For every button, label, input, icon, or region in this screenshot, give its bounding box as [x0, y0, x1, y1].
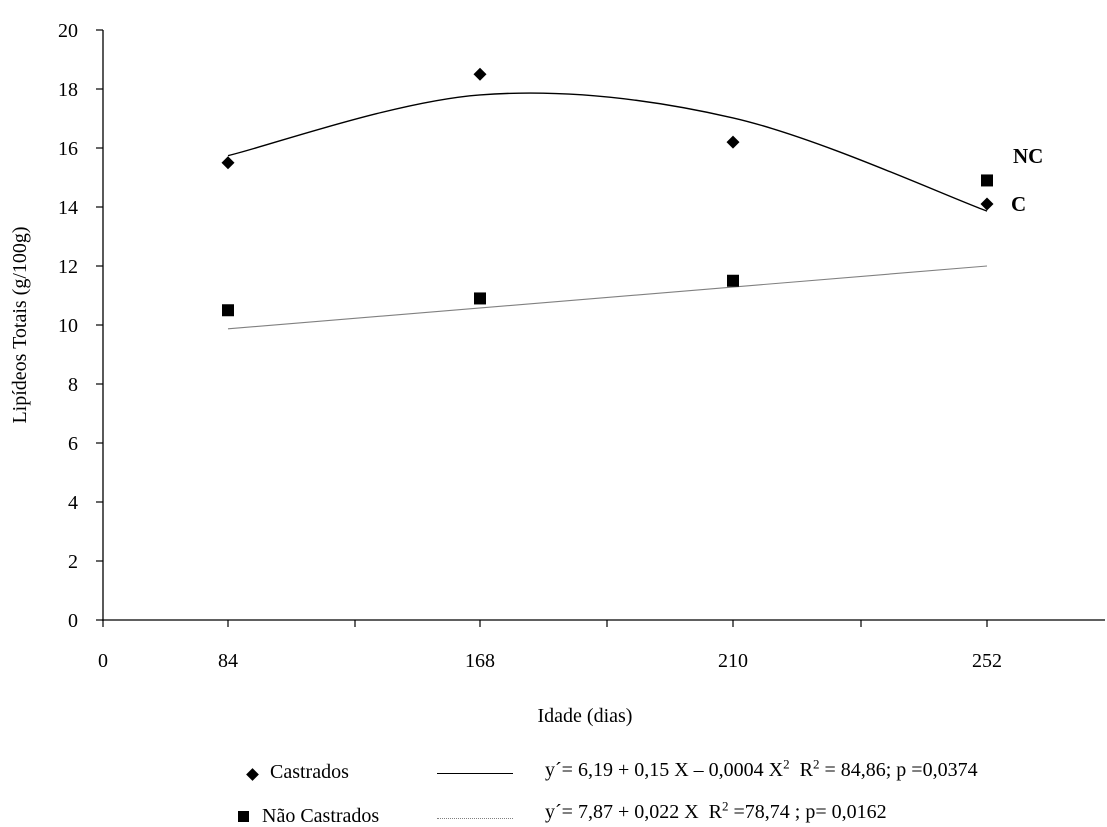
- y-tick-label: 6: [68, 433, 78, 455]
- point-nao-castrados: [222, 304, 234, 317]
- y-tick-label: 4: [68, 492, 78, 514]
- y-tick-label: 14: [58, 197, 78, 219]
- point-label-nc: NC: [1013, 144, 1043, 168]
- x-tick-label: 252: [972, 650, 1002, 672]
- point-castrados: [221, 156, 235, 170]
- y-tick-label: 18: [58, 79, 78, 101]
- y-tick-label: 16: [58, 138, 78, 160]
- point-labels: NC C: [1011, 144, 1043, 216]
- point-nao-castrados: [474, 292, 486, 305]
- y-tick-label: 8: [68, 374, 78, 396]
- point-nao-castrados: [981, 174, 993, 187]
- point-label-c: C: [1011, 192, 1026, 216]
- point-castrados: [980, 197, 994, 211]
- x-tick-label: 84: [218, 650, 238, 672]
- trend-line-nao-castrados: [227, 265, 988, 330]
- point-castrados: [473, 67, 487, 81]
- x-tick-label: 210: [718, 650, 748, 672]
- y-axis-ticks: 0 2 4 6 8 10 12 14 16 18 20: [58, 20, 103, 632]
- point-castrados: [726, 135, 740, 149]
- y-axis-label: Lipídeos Totais (g/100g): [9, 226, 31, 423]
- y-tick-label: 12: [58, 256, 78, 278]
- x-axis-ticks: 0 84 168 210 252: [98, 620, 1002, 672]
- x-tick-label: 168: [465, 650, 495, 672]
- trend-line-castrados: [227, 92, 988, 212]
- y-tick-label: 0: [68, 610, 78, 632]
- y-tick-label: 10: [58, 315, 78, 337]
- x-axis-label: Idade (dias): [538, 705, 633, 727]
- x-tick-label: 0: [98, 650, 108, 672]
- axes: [102, 30, 1105, 621]
- y-tick-label: 20: [58, 20, 78, 42]
- point-nao-castrados: [727, 274, 739, 287]
- trend-lines: [227, 92, 988, 330]
- y-tick-label: 2: [68, 551, 78, 573]
- data-points: [221, 67, 994, 317]
